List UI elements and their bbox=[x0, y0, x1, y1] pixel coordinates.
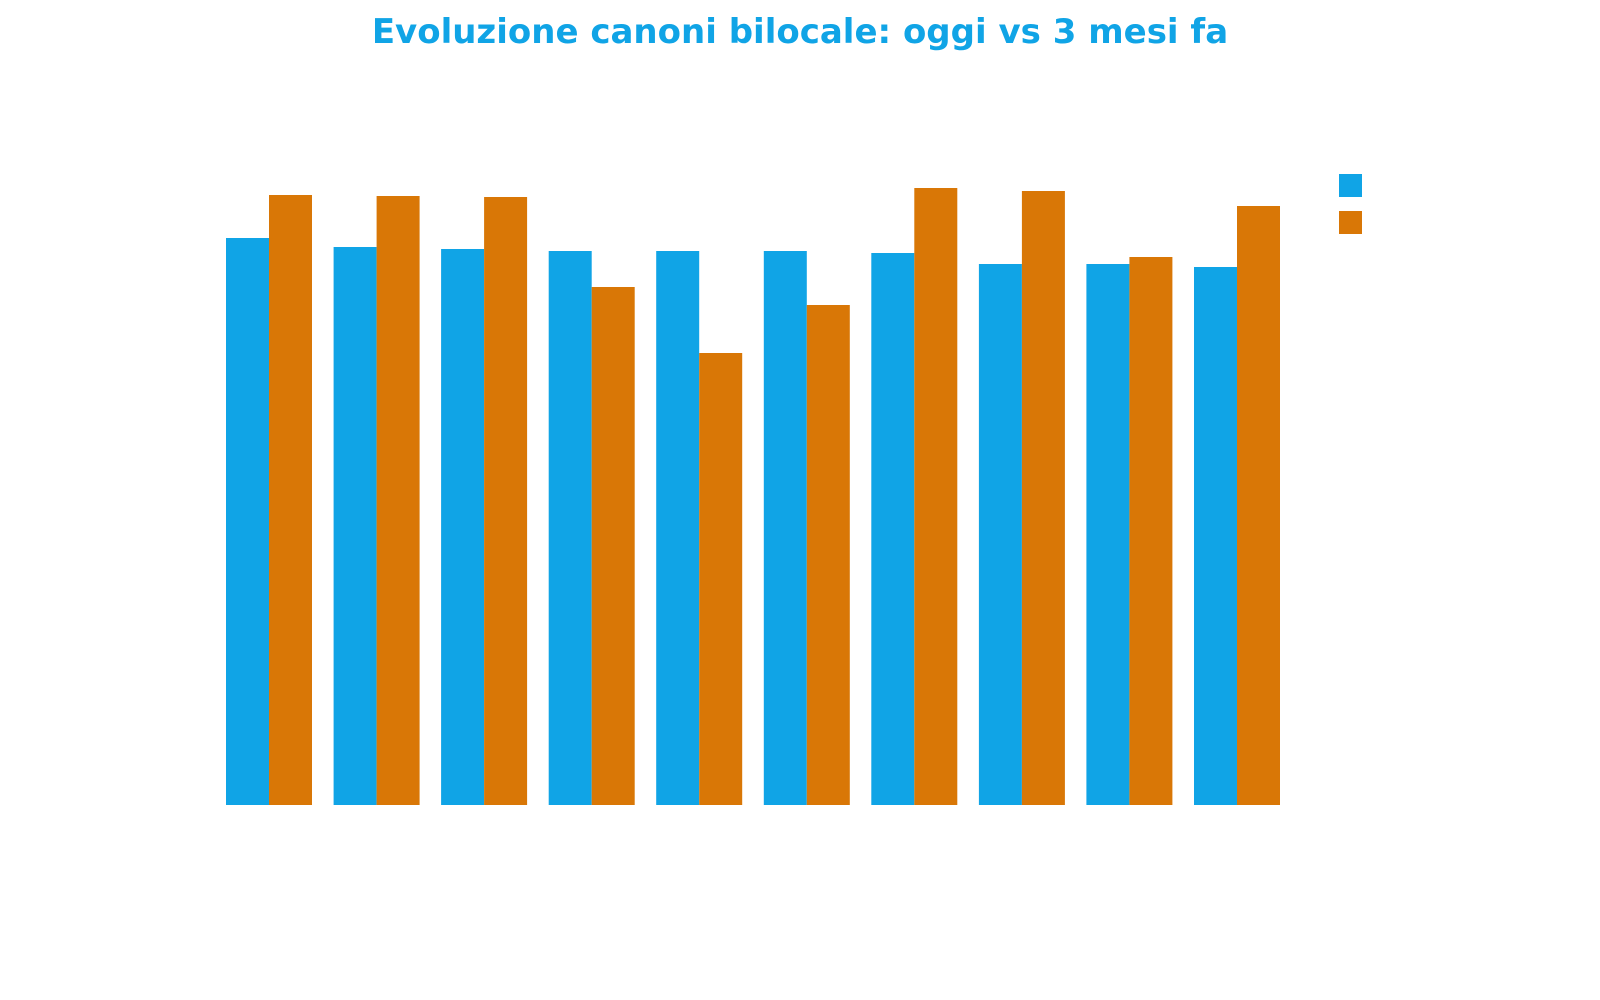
bar-series-2-group-9 bbox=[1129, 257, 1173, 805]
legend-swatch-series-1 bbox=[1339, 174, 1362, 197]
bar-series-2-group-8 bbox=[1021, 191, 1065, 805]
bar-series-2-group-2 bbox=[376, 196, 420, 805]
bar-series-1-group-2 bbox=[333, 247, 377, 805]
bar-series-1-group-7 bbox=[871, 253, 915, 805]
bar-series-2-group-1 bbox=[269, 195, 312, 805]
bar-series-2-group-6 bbox=[806, 305, 850, 805]
bar-series-1-group-4 bbox=[548, 251, 592, 805]
bars-layer bbox=[226, 188, 1280, 805]
legend bbox=[1339, 174, 1362, 234]
bar-series-1-group-8 bbox=[978, 264, 1022, 805]
legend-swatch-series-2 bbox=[1339, 211, 1362, 234]
bar-series-1-group-6 bbox=[763, 251, 807, 805]
bar-series-1-group-5 bbox=[656, 251, 700, 805]
bar-series-2-group-5 bbox=[699, 353, 743, 805]
bar-series-2-group-10 bbox=[1237, 206, 1280, 805]
chart-title: Evoluzione canoni bilocale: oggi vs 3 me… bbox=[371, 12, 1229, 52]
bar-series-2-group-7 bbox=[914, 188, 958, 805]
bar-series-2-group-3 bbox=[484, 197, 528, 805]
bar-series-2-group-4 bbox=[591, 287, 635, 805]
bar-series-1-group-9 bbox=[1086, 264, 1130, 805]
bar-series-1-group-3 bbox=[441, 249, 485, 805]
bar-series-1-group-1 bbox=[226, 238, 269, 805]
bar-series-1-group-10 bbox=[1194, 267, 1237, 805]
